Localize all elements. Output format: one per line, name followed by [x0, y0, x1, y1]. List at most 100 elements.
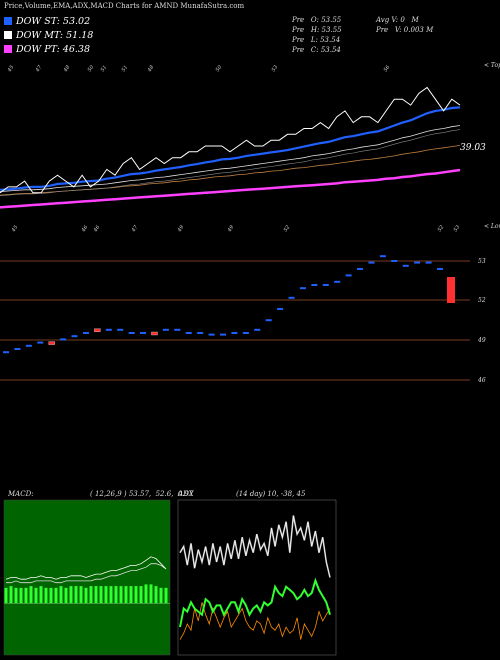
renko-brick-22	[254, 328, 261, 331]
macd-hist-bar-20	[104, 586, 108, 604]
low-label-6: 52	[283, 224, 292, 233]
low-label-1: 46	[80, 224, 90, 234]
renko-brick-6	[71, 335, 78, 338]
quote-high: Pre H: 53.55	[292, 26, 342, 34]
renko-brick-5	[60, 338, 67, 341]
renko-brick-31	[357, 268, 364, 270]
macd-hist-bar-18	[94, 586, 98, 604]
macd-hist-bar-30	[154, 586, 158, 604]
renko-brick-15	[174, 328, 181, 331]
price-series-ema_mid	[0, 125, 461, 192]
low-label-5: 49	[226, 224, 236, 234]
top-label-5: 51	[121, 64, 130, 73]
macd-hist-bar-24	[124, 586, 128, 604]
adx-line	[179, 515, 331, 578]
macd-hist-bar-10	[54, 587, 58, 604]
level-tick-2: 49	[477, 337, 486, 344]
last-price-label: 39.03	[460, 143, 486, 153]
renko-last-bar	[447, 277, 455, 303]
macd-signal-line	[6, 563, 167, 584]
macd-hist-bar-8	[44, 587, 48, 604]
macd-hist-bar-5	[29, 586, 33, 604]
renko-brick-29	[334, 280, 341, 283]
top-label-9: 56	[383, 64, 392, 73]
renko-brick-20	[231, 332, 238, 334]
chart-title: Price,Volume,EMA,ADX,MACD Charts for AMN…	[4, 2, 245, 10]
top-label-1: 47	[34, 64, 44, 74]
legend-swatch-st	[4, 17, 12, 25]
renko-brick-1	[14, 348, 21, 350]
low-label-0: 45	[10, 224, 19, 233]
top-label-0: 45	[6, 64, 15, 73]
price-series-ema_long	[0, 168, 461, 209]
top-label-2: 48	[62, 64, 71, 73]
legend-dow-st: DOW ST: 53.02	[4, 16, 90, 27]
macd-hist-bar-19	[99, 586, 103, 604]
legend-swatch-mt	[4, 31, 12, 39]
level-tick-3: 46	[477, 377, 486, 384]
macd-hist-bar-7	[39, 586, 43, 604]
quote-low: Pre L: 53.54	[292, 36, 341, 44]
level-tick-0: 53	[478, 258, 486, 265]
legend-dow-mt: DOW MT: 51.18	[4, 30, 93, 41]
renko-brick-25	[288, 296, 295, 299]
renko-brick-30	[345, 274, 352, 277]
legend-label-pt: DOW PT: 46.38	[16, 44, 90, 55]
renko-brick-2	[25, 344, 32, 347]
renko-brick-38	[437, 268, 443, 270]
lows-axis-label: < Lows	[484, 223, 500, 230]
macd-hist-bar-28	[144, 584, 148, 604]
tops-axis-label: < Tops	[484, 62, 500, 69]
top-label-7: 50	[215, 64, 224, 73]
macd-hist-bar-13	[69, 586, 73, 604]
renko-brick-36	[414, 261, 421, 264]
adx-title: ADX	[178, 490, 194, 498]
renko-brick-35	[402, 264, 409, 267]
low-label-7: 52	[437, 224, 446, 233]
low-label-4: 49	[176, 224, 186, 234]
renko-brick-34	[391, 260, 398, 262]
macd-hist-bar-23	[119, 586, 123, 604]
legend-label-st: DOW ST: 53.02	[16, 16, 91, 27]
renko-brick-13	[151, 331, 158, 336]
adx-panel	[177, 499, 337, 656]
renko-brick-12	[140, 332, 147, 334]
legend-swatch-pt	[4, 45, 12, 53]
macd-hist-bar-4	[24, 587, 28, 604]
macd-hist-bar-21	[109, 586, 113, 604]
macd-hist-bar-2	[14, 587, 18, 604]
top-label-8: 53	[271, 64, 280, 73]
macd-hist-bar-17	[89, 586, 93, 604]
renko-brick-28	[322, 284, 329, 286]
price-series-ema-mid-band	[0, 129, 461, 196]
price-series-price	[0, 86, 461, 194]
macd-hist-bar-14	[74, 586, 78, 604]
adx-params: (14 day) 10, -38, 45	[236, 490, 306, 498]
renko-brick-23	[265, 319, 272, 322]
macd-params: ( 12,26,9 ) 53.57, 52.6, 0.97	[90, 490, 194, 498]
quote-close: Pre C: 53.54	[292, 46, 341, 54]
renko-brick-27	[311, 284, 318, 286]
renko-brick-11	[128, 332, 135, 334]
quote-open: Pre O: 53.55	[292, 16, 342, 24]
renko-brick-21	[242, 332, 249, 334]
macd-hist-bar-6	[34, 587, 38, 604]
renko-brick-19	[220, 333, 226, 336]
legend-label-mt: DOW MT: 51.18	[16, 30, 94, 41]
low-label-2: 46	[92, 224, 102, 234]
top-label-3: 50	[87, 64, 96, 73]
macd-hist-bar-9	[49, 587, 53, 604]
macd-hist-bar-25	[129, 586, 133, 604]
renko-brick-7	[82, 332, 89, 334]
macd-hist-bar-1	[9, 586, 13, 604]
renko-brick-8	[94, 328, 101, 332]
renko-brick-17	[197, 332, 204, 334]
macd-line	[5, 556, 167, 580]
top-label-4: 51	[100, 64, 109, 73]
renko-brick-24	[277, 308, 284, 310]
macd-hist-bar-15	[79, 586, 83, 604]
renko-brick-37	[425, 261, 432, 264]
renko-brick-18	[208, 333, 215, 336]
renko-brick-4	[48, 341, 55, 345]
